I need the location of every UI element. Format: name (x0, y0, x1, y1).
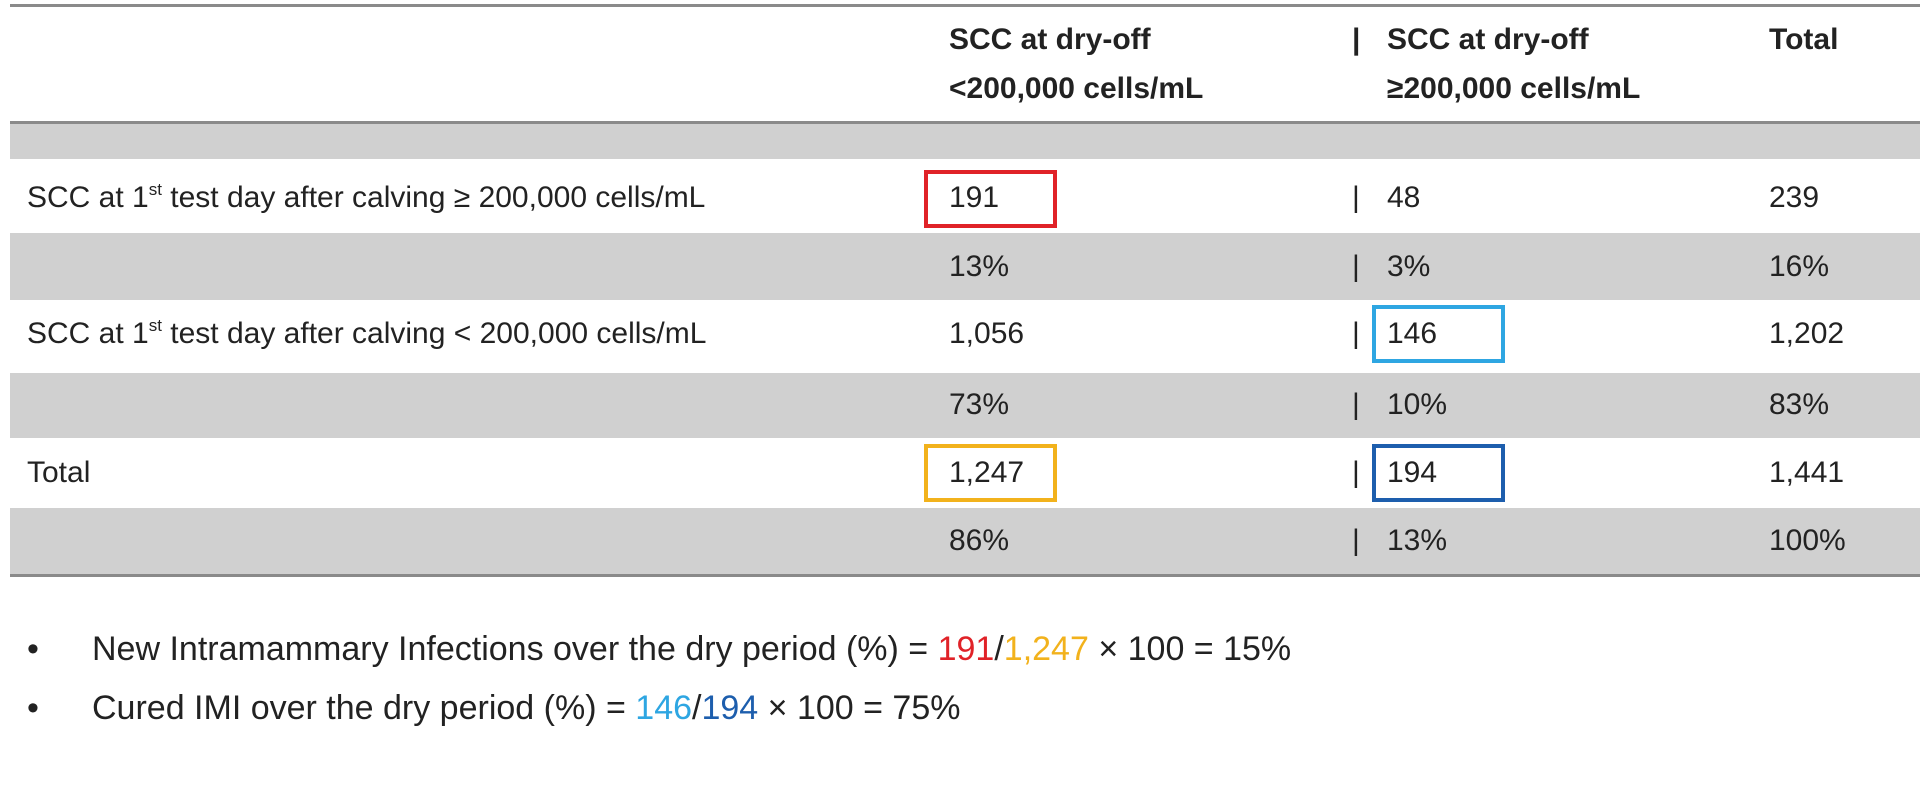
bullet-cured-imi: Cured IMI over the dry period (%) = 146/… (92, 689, 961, 727)
cell-r2-c1: 13% (949, 250, 1010, 283)
cell-r6-c2: 13% (1387, 524, 1448, 557)
cell-r2-c2: 3% (1387, 250, 1431, 283)
highlight-box-dark-blue (1372, 444, 1505, 502)
highlight-box-light-blue (1372, 305, 1505, 363)
separator: | (1352, 250, 1360, 283)
cell-r3-total: 1,202 (1769, 317, 1845, 350)
highlight-box-yellow (924, 444, 1057, 502)
row-label-total: Total (27, 456, 91, 489)
row-band-2 (10, 373, 1920, 438)
cell-r2-total: 16% (1769, 250, 1830, 283)
row-label-low-scc: SCC at 1st test day after calving < 200,… (27, 316, 707, 350)
header-total: Total (1769, 23, 1839, 56)
row-band-3 (10, 508, 1920, 574)
table-top-rule (10, 4, 1920, 7)
bullet-new-imi: New Intramammary Infections over the dry… (92, 630, 1292, 668)
separator: | (1352, 181, 1360, 214)
bullet-marker: • (27, 630, 39, 668)
separator: | (1352, 317, 1360, 350)
cell-r1-c2: 48 (1387, 181, 1421, 214)
cell-r4-total: 83% (1769, 388, 1830, 421)
header-col2-line2: ≥200,000 cells/mL (1387, 72, 1641, 105)
header-col1-line2: <200,000 cells/mL (949, 72, 1204, 105)
header-rule (10, 121, 1920, 124)
separator: | (1352, 456, 1360, 489)
cell-r4-c2: 10% (1387, 388, 1448, 421)
cell-r6-total: 100% (1769, 524, 1846, 557)
bullet-marker: • (27, 689, 39, 727)
cell-r1-total: 239 (1769, 181, 1820, 214)
cell-r3-c1: 1,056 (949, 317, 1025, 350)
header-col1-line1: SCC at dry-off (949, 23, 1151, 56)
separator: | (1352, 524, 1360, 557)
row-band-1 (10, 233, 1920, 300)
header-col2-line1: SCC at dry-off (1387, 23, 1589, 56)
cell-r5-total: 1,441 (1769, 456, 1845, 489)
cell-r5-c2: 194 (1387, 456, 1438, 489)
cell-r3-c2: 146 (1387, 317, 1438, 350)
empty-band (10, 124, 1920, 159)
cell-r4-c1: 73% (949, 388, 1010, 421)
cell-r1-c1: 191 (949, 181, 1000, 214)
highlight-box-red (924, 170, 1057, 228)
table-bottom-rule (10, 574, 1920, 577)
row-label-high-scc: SCC at 1st test day after calving ≥ 200,… (27, 180, 706, 214)
separator: | (1352, 388, 1360, 421)
cell-r5-c1: 1,247 (949, 456, 1025, 489)
cell-r6-c1: 86% (949, 524, 1010, 557)
header-separator: | (1352, 23, 1361, 56)
